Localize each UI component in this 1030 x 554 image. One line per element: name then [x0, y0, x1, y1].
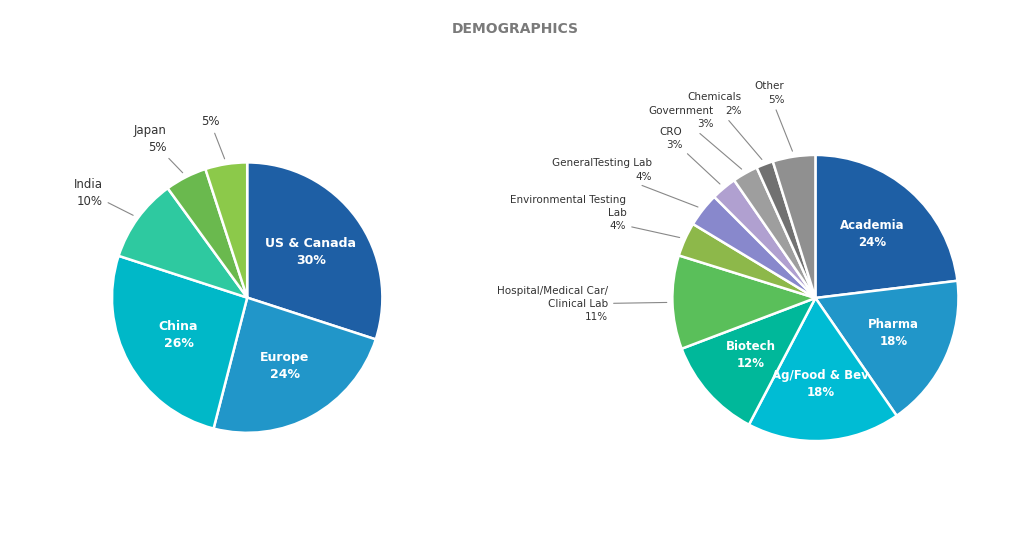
Text: Chemicals
2%: Chemicals 2% [688, 93, 762, 160]
Text: Hospital/Medical Car/
Clinical Lab
11%: Hospital/Medical Car/ Clinical Lab 11% [496, 286, 666, 322]
Text: GeneralTesting Lab
4%: GeneralTesting Lab 4% [552, 158, 698, 207]
Text: Ag/Food & Bev
18%: Ag/Food & Bev 18% [772, 368, 869, 399]
Text: DEMOGRAPHICS: DEMOGRAPHICS [451, 22, 579, 36]
Text: India
10%: India 10% [74, 178, 133, 216]
Wedge shape [112, 256, 247, 429]
Wedge shape [213, 297, 376, 433]
Text: US & Canada
30%: US & Canada 30% [265, 237, 356, 266]
Wedge shape [118, 188, 247, 297]
Text: China
26%: China 26% [159, 320, 198, 350]
Wedge shape [247, 162, 382, 340]
Text: Biotech
12%: Biotech 12% [726, 340, 777, 370]
Wedge shape [205, 162, 247, 297]
Wedge shape [679, 224, 816, 298]
Wedge shape [682, 298, 816, 425]
Wedge shape [168, 169, 247, 297]
Text: Other
5%: Other 5% [754, 81, 792, 151]
Wedge shape [816, 281, 959, 416]
Wedge shape [734, 167, 816, 298]
Wedge shape [714, 180, 816, 298]
Text: CRO
3%: CRO 3% [660, 127, 720, 184]
Wedge shape [673, 255, 816, 348]
Wedge shape [757, 161, 816, 298]
Wedge shape [693, 197, 816, 298]
Text: Pharma
18%: Pharma 18% [868, 318, 919, 348]
Text: 5%: 5% [201, 115, 225, 159]
Text: Academia
24%: Academia 24% [840, 219, 904, 249]
Wedge shape [816, 155, 958, 298]
Text: Japan
5%: Japan 5% [133, 124, 182, 173]
Text: Europe
24%: Europe 24% [261, 351, 310, 381]
Wedge shape [749, 298, 897, 441]
Wedge shape [772, 155, 816, 298]
Text: Government
3%: Government 3% [649, 106, 742, 169]
Text: Environmental Testing
Lab
4%: Environmental Testing Lab 4% [510, 194, 680, 238]
